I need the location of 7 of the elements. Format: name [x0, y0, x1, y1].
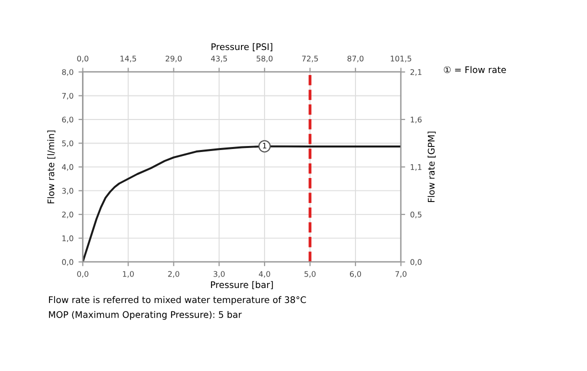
x-axis-title: Pressure [bar]: [211, 281, 273, 290]
text: Flow rate is referred to mixed water temperature of 38°C: [49, 296, 306, 305]
text: ① = Flow rate: [444, 66, 506, 74]
y-axis-title: Flow rate [l/min]: [47, 130, 56, 204]
y2-axis-title: Flow rate [GPM]: [428, 132, 436, 202]
x2-axis-title: Pressure [PSI]: [212, 43, 272, 52]
text: MOP (Maximum Operating Pressure): 5 bar: [49, 310, 242, 320]
